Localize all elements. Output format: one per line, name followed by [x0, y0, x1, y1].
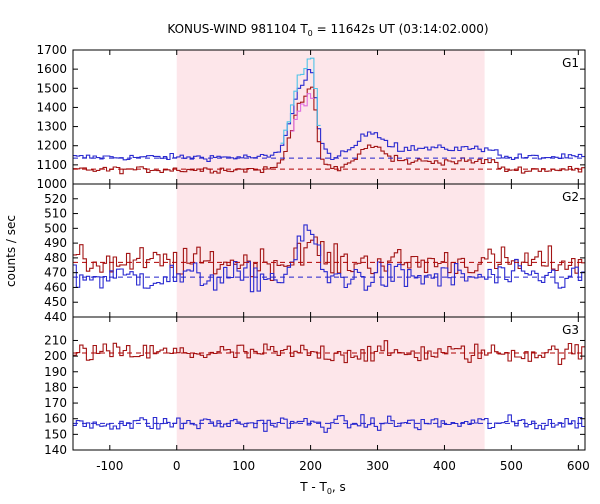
panel-label: G1: [562, 56, 579, 70]
y-tick-label: 450: [44, 295, 67, 309]
y-tick-label: 440: [44, 310, 67, 324]
highlight-interval: [176, 50, 485, 184]
y-tick-label: 210: [44, 333, 67, 347]
y-tick-label: 520: [44, 192, 67, 206]
y-tick-label: 1300: [36, 120, 67, 134]
series-g2-1: [73, 224, 585, 293]
highlight-interval: [176, 184, 485, 317]
y-tick-label: 180: [44, 380, 67, 394]
y-tick-label: 1400: [36, 100, 67, 114]
y-tick-label: 510: [44, 207, 67, 221]
y-tick-label: 470: [44, 266, 67, 280]
series-g2-0: [73, 236, 585, 281]
x-tick-label: 600: [567, 459, 590, 473]
y-tick-label: 1000: [36, 177, 67, 191]
y-tick-label: 150: [44, 427, 67, 441]
x-tick-label: 500: [500, 459, 523, 473]
y-tick-label: 200: [44, 349, 67, 363]
y-tick-label: 500: [44, 221, 67, 235]
chart-title: KONUS-WIND 981104 T0 = 11642s UT (03:14:…: [167, 22, 488, 38]
series-g1-1: [73, 86, 585, 175]
y-tick-label: 190: [44, 365, 67, 379]
x-tick-label: 100: [232, 459, 255, 473]
panels-layer: 10001100120013001400150016001700G1440450…: [36, 43, 589, 473]
panel-label: G2: [562, 190, 579, 204]
y-tick-label: 490: [44, 236, 67, 250]
y-tick-label: 1100: [36, 158, 67, 172]
y-tick-label: 1700: [36, 43, 67, 57]
x-tick-label: 0: [173, 459, 181, 473]
y-tick-label: 1200: [36, 139, 67, 153]
panel-frame: [72, 316, 586, 451]
y-tick-label: 480: [44, 251, 67, 265]
x-axis-label: T - T0, s: [299, 480, 346, 496]
y-tick-label: 140: [44, 443, 67, 457]
y-tick-label: 1500: [36, 81, 67, 95]
series-g1-0: [73, 69, 585, 162]
panel-g1: 1000 1100 1200 1300 1400 1500 1600 1700 G1: [36, 43, 586, 191]
series-group: [73, 224, 585, 293]
y-tick-label: 460: [44, 280, 67, 294]
series-group: [73, 57, 585, 175]
x-axis: -100 0 100 200 300 400 500 600: [96, 459, 590, 473]
panel-label: G3: [562, 323, 579, 337]
x-tick-label: 300: [366, 459, 389, 473]
highlight-interval: [176, 317, 485, 450]
y-axis-label: counts / sec: [4, 215, 18, 287]
series-g1-2: [280, 57, 321, 144]
x-tick-label: -100: [96, 459, 123, 473]
y-tick-label: 160: [44, 412, 67, 426]
y-tick-label: 1600: [36, 62, 67, 76]
x-tick-label: 400: [433, 459, 456, 473]
x-tick-label: 200: [299, 459, 322, 473]
y-tick-label: 170: [44, 396, 67, 410]
series-g1-3: [290, 93, 314, 132]
